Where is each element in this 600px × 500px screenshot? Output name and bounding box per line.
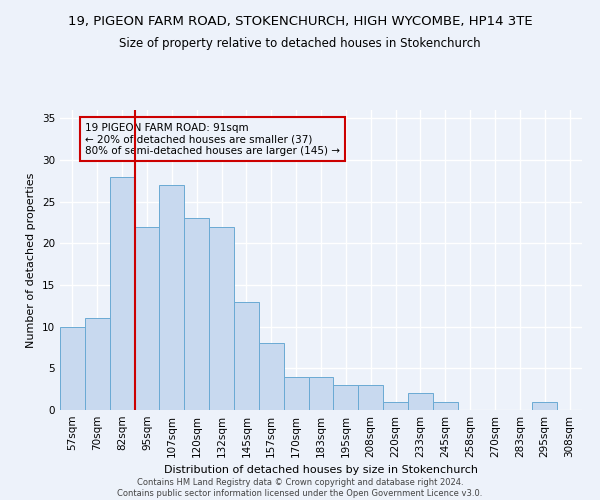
Bar [160,185,184,410]
Bar [358,385,383,410]
Text: 19, PIGEON FARM ROAD, STOKENCHURCH, HIGH WYCOMBE, HP14 3TE: 19, PIGEON FARM ROAD, STOKENCHURCH, HIGH… [68,15,532,28]
Bar [308,376,334,410]
Text: Size of property relative to detached houses in Stokenchurch: Size of property relative to detached ho… [119,38,481,51]
Bar [234,302,259,410]
Text: Contains HM Land Registry data © Crown copyright and database right 2024.
Contai: Contains HM Land Registry data © Crown c… [118,478,482,498]
Bar [433,402,458,410]
Bar [383,402,408,410]
Bar [134,226,160,410]
Bar [334,385,358,410]
Bar [60,326,85,410]
Bar [209,226,234,410]
Bar [85,318,110,410]
Bar [184,218,209,410]
Bar [408,394,433,410]
Text: 19 PIGEON FARM ROAD: 91sqm
← 20% of detached houses are smaller (37)
80% of semi: 19 PIGEON FARM ROAD: 91sqm ← 20% of deta… [85,122,340,156]
Bar [284,376,308,410]
Y-axis label: Number of detached properties: Number of detached properties [26,172,37,348]
X-axis label: Distribution of detached houses by size in Stokenchurch: Distribution of detached houses by size … [164,466,478,475]
Bar [110,176,134,410]
Bar [259,344,284,410]
Bar [532,402,557,410]
